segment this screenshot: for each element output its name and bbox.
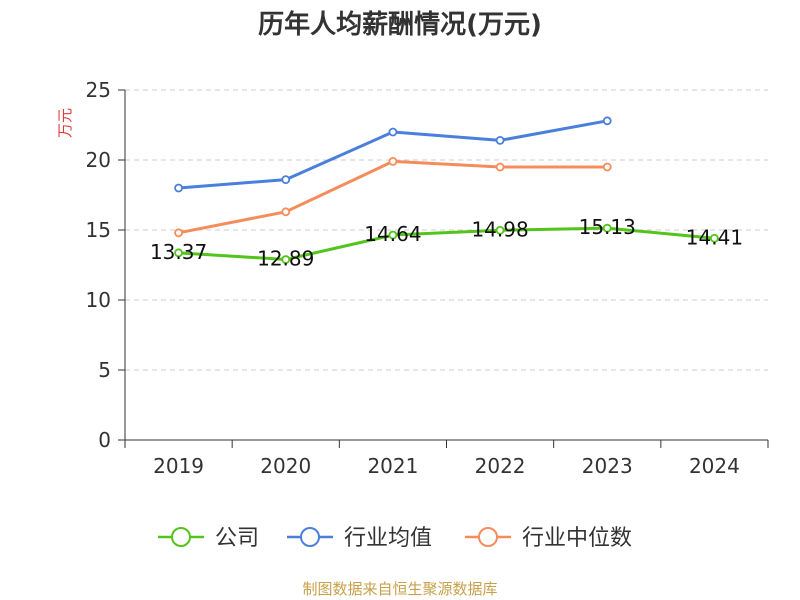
grid-layer [125, 89, 768, 371]
x-tick-label: 2023 [582, 454, 633, 478]
data-point [388, 230, 398, 240]
legend-label: 行业均值 [344, 526, 432, 551]
data-point [388, 127, 398, 137]
data-label: 14.98 [471, 217, 528, 241]
legend-label: 公司 [215, 526, 259, 551]
data-point [495, 135, 505, 145]
data-point [602, 116, 612, 126]
series-layer [174, 116, 719, 264]
data-label: 14.41 [686, 225, 743, 249]
y-tick-label: 0 [98, 428, 111, 452]
data-label: 14.64 [364, 222, 421, 246]
y-tick-label: 15 [86, 218, 111, 242]
data-label: 15.13 [579, 215, 636, 239]
legend-item[interactable]: 公司 [158, 526, 259, 551]
data-label: 12.89 [257, 247, 314, 271]
data-point [602, 162, 612, 172]
data-point [174, 228, 183, 238]
x-tick-label: 2024 [689, 454, 740, 478]
data-point [281, 255, 291, 264]
legend-swatch-marker [478, 527, 498, 547]
source-note: 制图数据来自恒生聚源数据库 [302, 580, 498, 598]
legend-swatch-marker [171, 527, 191, 547]
data-point [281, 207, 291, 217]
y-tick-label: 25 [86, 78, 111, 102]
data-point [174, 183, 183, 193]
data-label: 13.37 [150, 240, 207, 264]
data-point [281, 175, 291, 185]
y-axis-label: 万元 [56, 108, 74, 138]
legend[interactable]: 公司 行业均值 行业中位数 [158, 526, 632, 551]
series-line-0 [178, 226, 715, 262]
axis-layer: 0 5 10 15 20 25 2019 2020 2021 2022 2023 2024 [86, 78, 769, 478]
legend-item[interactable]: 行业中位数 [465, 526, 632, 551]
data-point [388, 156, 398, 166]
data-point [174, 248, 183, 258]
data-point [495, 225, 505, 235]
data-point [710, 233, 719, 243]
x-tick-label: 2020 [260, 454, 311, 478]
legend-item[interactable]: 行业均值 [287, 526, 432, 551]
x-tick-label: 2022 [475, 454, 526, 478]
data-point [495, 162, 505, 172]
data-label-layer: 13.37 12.89 14.64 14.98 15.13 14.41 [150, 215, 743, 270]
legend-label: 行业中位数 [522, 526, 632, 551]
y-tick-label: 5 [98, 358, 111, 382]
chart-title: 历年人均薪酬情况(万元) [258, 10, 542, 40]
y-tick-label: 20 [86, 148, 111, 172]
y-tick-label: 10 [86, 288, 111, 312]
x-tick-label: 2021 [367, 454, 418, 478]
data-point [602, 223, 612, 233]
x-tick-label: 2019 [153, 454, 204, 478]
legend-swatch-marker [300, 527, 320, 547]
